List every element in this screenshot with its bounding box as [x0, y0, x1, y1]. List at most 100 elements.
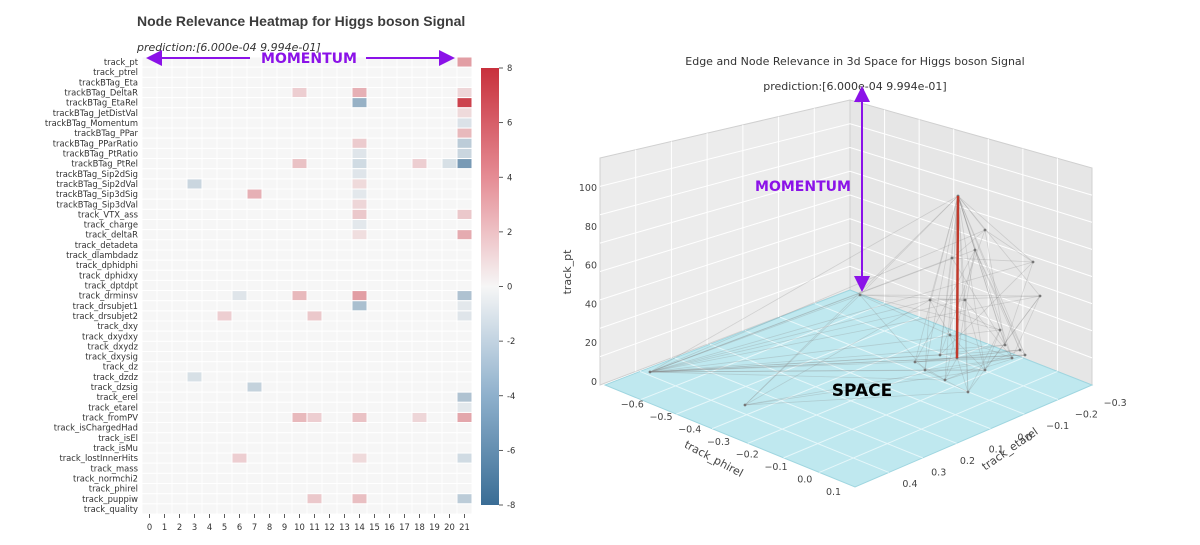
heatmap-cell [261, 229, 278, 241]
heatmap-cell [186, 188, 203, 200]
heatmap-cell [141, 218, 158, 231]
heatmap-cell [381, 127, 398, 139]
heatmap-cell [351, 320, 368, 332]
feature-label: track_etarel [88, 402, 138, 412]
heatmap-cell [171, 208, 188, 220]
heatmap-cell [291, 391, 308, 403]
heatmap-cell [231, 249, 248, 261]
heatmap-cell [276, 330, 293, 342]
heatmap-cell [411, 462, 428, 474]
heatmap-cell [366, 137, 383, 149]
heatmap-cell [216, 411, 233, 424]
heatmap-cell [456, 290, 473, 302]
graph-node [963, 298, 967, 302]
heatmap-cell [201, 269, 218, 281]
heatmap-cell [411, 218, 428, 231]
node-label: 19 [429, 522, 440, 532]
heatmap-cell [426, 351, 443, 363]
heatmap-cell [351, 218, 368, 231]
heatmap-cell [426, 411, 443, 424]
heatmap-cell [381, 168, 398, 180]
graph-edge [957, 195, 1026, 356]
heatmap-cell [411, 269, 428, 281]
heatmap-cell [426, 391, 443, 403]
feature-label: track_isChargedHad [54, 423, 138, 433]
heatmap-cell [381, 107, 398, 119]
heatmap-cell [456, 340, 473, 353]
heatmap-cell [141, 483, 158, 495]
heatmap-cell [456, 178, 473, 190]
graph-edge [967, 329, 1001, 393]
heatmap-cell [156, 432, 173, 444]
heatmap-cell [336, 229, 353, 241]
heatmap-cell [426, 218, 443, 231]
heatmap-cell [156, 259, 173, 271]
heatmap-cell [291, 229, 308, 241]
heatmap-cell [186, 391, 203, 403]
heatmap-cell [231, 97, 248, 109]
heatmap-cell [291, 127, 308, 139]
heatmap-cell [456, 381, 473, 393]
graph-edge [957, 195, 976, 251]
heatmap-cell [291, 198, 308, 210]
heatmap-cell [246, 483, 263, 495]
heatmap-cell [156, 188, 173, 200]
heatmap-cell [246, 351, 263, 363]
node-label: 0 [147, 522, 152, 532]
heatmap-cell [156, 371, 173, 383]
heatmap-cell [141, 127, 158, 139]
heatmap-cell [291, 381, 308, 393]
heatmap-cell [216, 218, 233, 231]
heatmap-cell [171, 198, 188, 210]
heatmap-cell [456, 86, 473, 99]
colorbar-tick-label: 4 [507, 172, 512, 182]
heatmap-cell [441, 503, 458, 515]
heatmap-cell [261, 86, 278, 99]
heatmap-cell [291, 472, 308, 485]
heatmap-cell [336, 168, 353, 180]
wall-line [599, 242, 851, 329]
heatmap-cell [261, 117, 278, 129]
heatmap-cell [201, 117, 218, 129]
heatmap-cell [321, 452, 338, 464]
heatmap-cell [231, 503, 248, 515]
heatmap-cell [441, 188, 458, 200]
heatmap-cell [351, 158, 368, 170]
heatmap-cell [426, 107, 443, 119]
graph-edge [957, 195, 986, 371]
graph-edge [744, 299, 931, 406]
heatmap-cell [246, 422, 263, 434]
heatmap-cell [201, 503, 218, 515]
heatmap-cell [381, 462, 398, 474]
heatmap-cell [396, 432, 413, 444]
heatmap-cell [216, 127, 233, 139]
graph-node [648, 370, 652, 374]
heatmap-cell [396, 452, 413, 464]
colorbar-ticks: 8 6 4 2 0 -2 -4 -6 -8 [499, 63, 515, 510]
heatmap-cell [411, 381, 428, 393]
heatmap-cell [291, 290, 308, 302]
scene-space-label: SPACE [832, 381, 892, 401]
heatmap-cell [261, 391, 278, 403]
heatmap-cell [231, 178, 248, 190]
heatmap-cell [216, 279, 233, 292]
heatmap-cell [411, 66, 428, 78]
heatmap-cell [231, 472, 248, 485]
heatmap-cell [411, 239, 428, 251]
heatmap-cell [366, 86, 383, 99]
heatmap-cell [246, 97, 263, 109]
heatmap-cell [351, 310, 368, 322]
heatmap-cell [381, 310, 398, 322]
heatmap-cell [351, 381, 368, 393]
heatmap-cell [156, 381, 173, 393]
graph-edge [949, 334, 986, 371]
graph-node [743, 403, 747, 407]
graph-edges [649, 195, 1041, 406]
heatmap-cell [171, 391, 188, 403]
heatmap-cell [201, 178, 218, 190]
heatmap-cell [396, 158, 413, 170]
heatmap-cell [441, 218, 458, 231]
heatmap-cell [366, 188, 383, 200]
heatmap-cell [171, 290, 188, 302]
